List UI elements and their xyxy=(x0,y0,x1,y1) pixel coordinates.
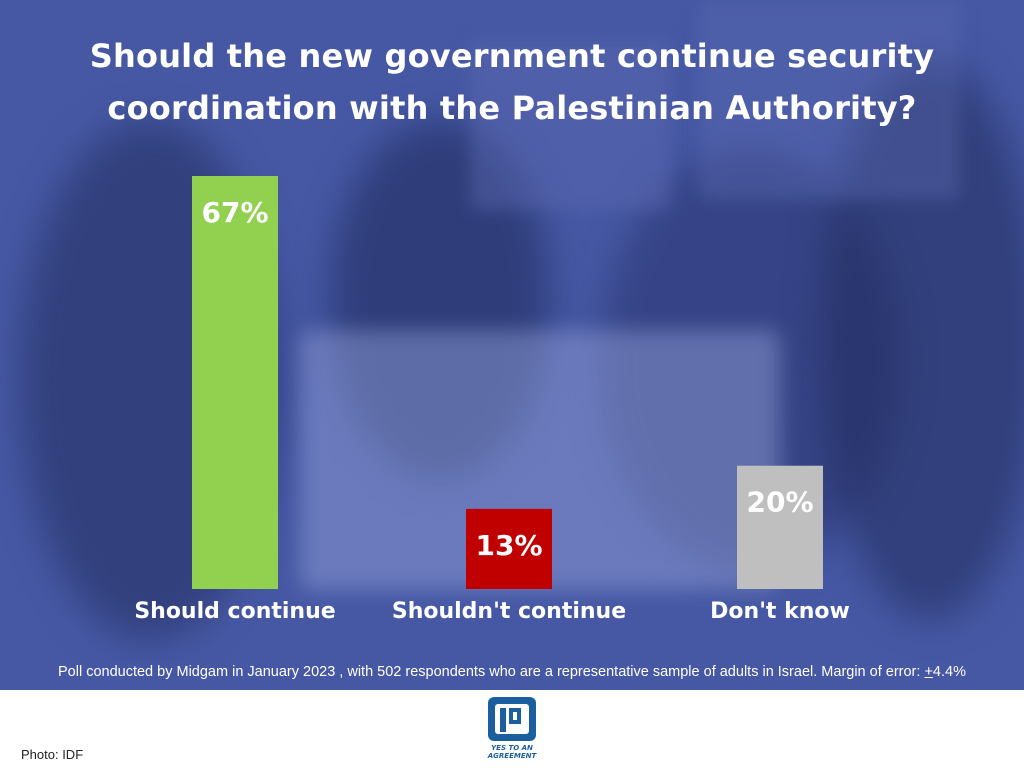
logo-text: YES TO AN AGREEMENT xyxy=(485,744,539,760)
chart-title: Should the new government continue secur… xyxy=(89,37,935,127)
category-label-don-t-know: Don't know xyxy=(710,599,850,624)
footer-bar: Photo: IDF YES TO AN AGREEMENT xyxy=(0,690,1024,768)
bar-don-t-know xyxy=(737,465,823,589)
data-label-should-continue: 67% xyxy=(201,196,268,229)
category-label-shouldn-t-continue: Shouldn't continue xyxy=(392,599,626,624)
category-label-should-continue: Should continue xyxy=(134,599,335,624)
background-photo-window xyxy=(700,0,960,200)
photo-credit: Photo: IDF xyxy=(21,747,84,762)
logo-text-line-1: YES TO AN xyxy=(491,744,533,752)
data-label-don-t-know: 20% xyxy=(746,486,813,519)
poll-footnote: Poll conducted by Midgam in January 2023… xyxy=(0,664,1024,680)
background-photo-window xyxy=(470,40,670,210)
bar-should-continue xyxy=(192,176,278,589)
data-label-shouldn-t-continue: 13% xyxy=(475,529,542,562)
chart-panel: Should the new government continue secur… xyxy=(0,0,1024,690)
margin-plus-minus: + xyxy=(924,664,933,680)
background-photo-figure xyxy=(820,60,1024,620)
yes-to-an-agreement-logo: YES TO AN AGREEMENT xyxy=(485,696,539,766)
logo-text-line-2: AGREEMENT xyxy=(487,752,537,760)
margin-of-error-value: 4.4% xyxy=(932,664,966,680)
bar-chart: 67% Should continue 13% Shouldn't continue 2… xyxy=(134,176,850,624)
background-photo-figure xyxy=(330,120,550,480)
logo-mark-icon xyxy=(488,697,536,741)
bar-shouldn-t-continue xyxy=(466,508,552,589)
footnote-text: Poll conducted by Midgam in January 2023… xyxy=(58,664,925,680)
